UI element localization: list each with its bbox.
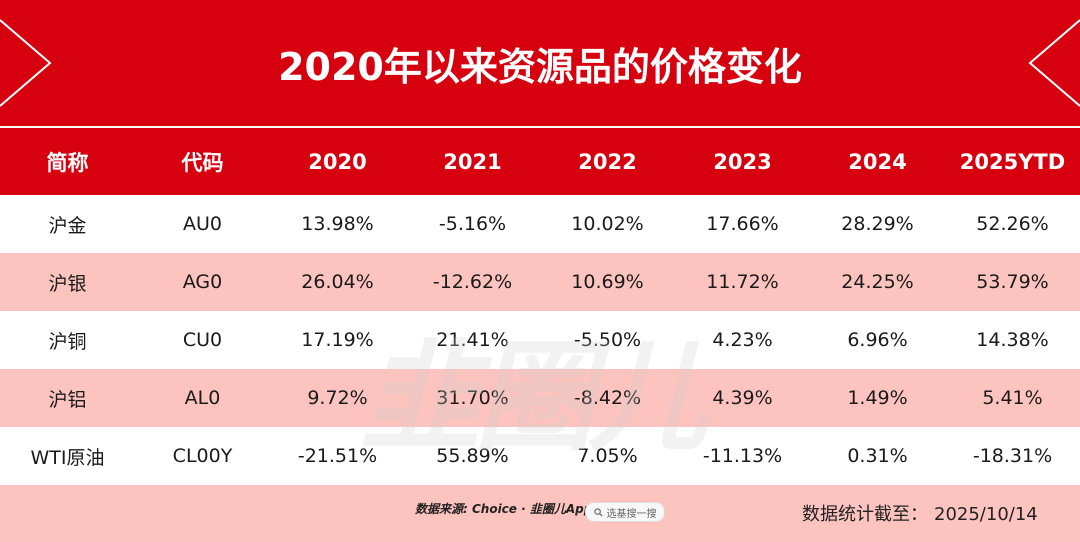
table-cell: 28.29% <box>841 213 914 235</box>
table-cell: AU0 <box>183 213 222 235</box>
table-cell: 17.66% <box>706 213 779 235</box>
divider <box>0 126 1080 128</box>
table-row: 沪铜 CU0 17.19% 21.41% -5.50% 4.23% 6.96% … <box>0 311 1080 369</box>
source-note: 数据来源: Choice · 韭圈儿App <box>415 502 593 516</box>
table-cell: -8.42% <box>573 387 642 409</box>
table-cell: -5.16% <box>438 213 507 235</box>
table-header-row: 简称 代码 2020 2021 2022 2023 2024 2025YTD <box>0 128 1080 195</box>
table-cell: 0.31% <box>847 445 908 467</box>
title-banner: 2020年以来资源品的价格变化 <box>0 0 1080 126</box>
table-cell: 10.69% <box>571 271 644 293</box>
as-of-date: 2025/10/14 <box>934 504 1038 525</box>
table-row: 沪金 AU0 13.98% -5.16% 10.02% 17.66% 28.29… <box>0 195 1080 253</box>
table-cell: 24.25% <box>841 271 914 293</box>
table-cell: -18.31% <box>972 445 1053 467</box>
table-cell: -5.50% <box>573 329 642 351</box>
table-cell: 5.41% <box>982 387 1043 409</box>
table-cell: 沪银 <box>48 272 87 295</box>
table-cell: 4.23% <box>712 329 773 351</box>
column-header: 2020 <box>308 149 367 174</box>
search-placeholder: 选基搜一搜 <box>606 508 657 520</box>
price-change-table: 简称 代码 2020 2021 2022 2023 2024 2025YTD 沪… <box>0 128 1080 485</box>
table-row: WTI原油 CL00Y -21.51% 55.89% 7.05% -11.13%… <box>0 427 1080 485</box>
table-cell: 6.96% <box>847 329 908 351</box>
column-header: 代码 <box>181 150 224 175</box>
table-cell: 沪铜 <box>48 330 87 353</box>
table-cell: 1.49% <box>847 387 908 409</box>
table-cell: 10.02% <box>571 213 644 235</box>
table-cell: 21.41% <box>436 329 509 351</box>
table-cell: -11.13% <box>702 445 783 467</box>
table-cell: AL0 <box>184 387 221 409</box>
table-cell: 52.26% <box>976 213 1049 235</box>
table-cell: 9.72% <box>307 387 368 409</box>
table-cell: 4.39% <box>712 387 773 409</box>
table-cell: 31.70% <box>436 387 509 409</box>
table-cell: 26.04% <box>301 271 374 293</box>
right-chevron-decoration <box>1028 19 1080 107</box>
table-cell: AG0 <box>182 271 223 293</box>
as-of-label: 数据统计截至： <box>802 504 928 525</box>
table-row: 沪铝 AL0 9.72% 31.70% -8.42% 4.39% 1.49% 5… <box>0 369 1080 427</box>
table-cell: 7.05% <box>577 445 638 467</box>
footer-bar <box>0 485 1080 542</box>
column-header: 2022 <box>578 149 637 174</box>
search-box[interactable]: 选基搜一搜 <box>585 502 665 522</box>
column-header: 2023 <box>713 149 772 174</box>
table-cell: -21.51% <box>297 445 378 467</box>
table-cell: 17.19% <box>301 329 374 351</box>
table-cell: 沪金 <box>48 214 87 237</box>
column-header: 简称 <box>46 150 89 175</box>
data-as-of: 数据统计截至： 2025/10/14 <box>802 500 1038 526</box>
table-cell: 13.98% <box>301 213 374 235</box>
column-header: 2024 <box>848 149 907 174</box>
column-header: 2021 <box>443 149 502 174</box>
table-cell: CL00Y <box>172 445 233 467</box>
table-cell: 14.38% <box>976 329 1049 351</box>
page-title: 2020年以来资源品的价格变化 <box>278 44 802 89</box>
table-cell: 53.79% <box>976 271 1049 293</box>
column-header: 2025YTD <box>959 149 1066 174</box>
search-icon <box>593 507 603 517</box>
table-cell: 11.72% <box>706 271 779 293</box>
table-cell: CU0 <box>182 329 223 351</box>
left-chevron-decoration <box>0 19 52 107</box>
table-cell: 55.89% <box>436 445 509 467</box>
table-cell: 沪铝 <box>48 388 87 411</box>
table-cell: -12.62% <box>432 271 513 293</box>
table-row: 沪银 AG0 26.04% -12.62% 10.69% 11.72% 24.2… <box>0 253 1080 311</box>
table-cell: WTI原油 <box>30 446 105 469</box>
